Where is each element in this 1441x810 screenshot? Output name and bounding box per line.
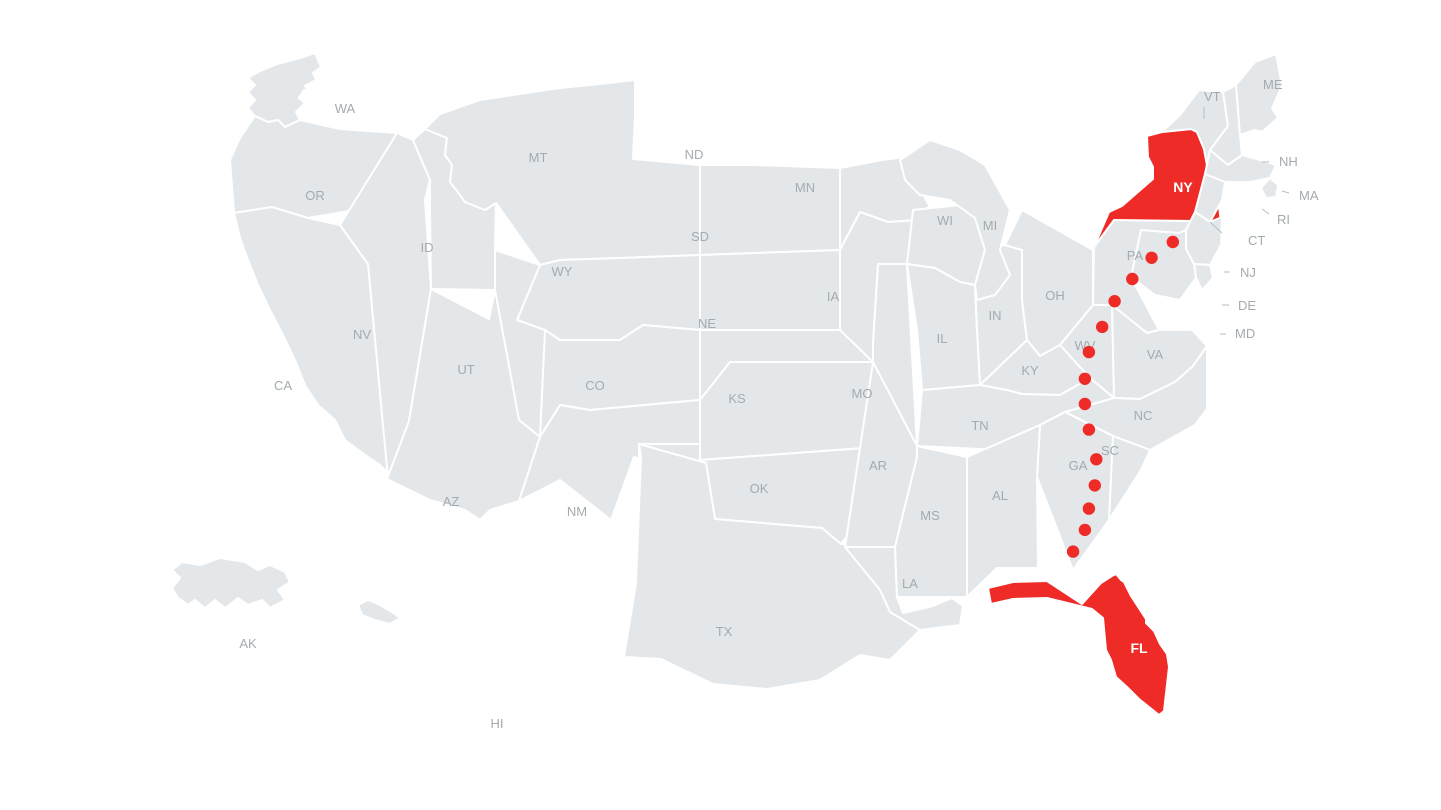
- svg-text:TN: TN: [971, 418, 988, 433]
- svg-text:OK: OK: [750, 481, 769, 496]
- svg-text:KY: KY: [1021, 363, 1039, 378]
- svg-text:AK: AK: [239, 636, 257, 651]
- svg-text:WA: WA: [335, 101, 356, 116]
- svg-text:WY: WY: [552, 264, 573, 279]
- svg-text:UT: UT: [457, 362, 474, 377]
- svg-text:NJ: NJ: [1240, 265, 1256, 280]
- svg-text:HI: HI: [491, 716, 504, 731]
- svg-text:IN: IN: [989, 308, 1002, 323]
- svg-text:VT: VT: [1204, 89, 1221, 104]
- svg-text:IL: IL: [937, 331, 948, 346]
- svg-text:NM: NM: [567, 504, 587, 519]
- svg-text:ND: ND: [685, 147, 704, 162]
- svg-text:DE: DE: [1238, 298, 1256, 313]
- svg-text:AL: AL: [992, 488, 1008, 503]
- svg-text:LA: LA: [902, 576, 918, 591]
- svg-text:KS: KS: [728, 391, 746, 406]
- svg-text:MD: MD: [1235, 326, 1255, 341]
- svg-text:OH: OH: [1045, 288, 1065, 303]
- svg-text:MO: MO: [852, 386, 873, 401]
- svg-text:IA: IA: [827, 289, 840, 304]
- svg-text:SD: SD: [691, 229, 709, 244]
- svg-text:RI: RI: [1277, 212, 1290, 227]
- svg-text:TX: TX: [716, 624, 733, 639]
- svg-text:FL: FL: [1130, 640, 1148, 656]
- svg-text:NC: NC: [1134, 408, 1153, 423]
- svg-text:AZ: AZ: [443, 494, 460, 509]
- svg-text:SC: SC: [1101, 443, 1119, 458]
- svg-text:CA: CA: [274, 378, 292, 393]
- svg-text:MS: MS: [920, 508, 940, 523]
- svg-text:MN: MN: [795, 180, 815, 195]
- svg-text:PA: PA: [1127, 248, 1144, 263]
- svg-text:AR: AR: [869, 458, 887, 473]
- svg-text:NV: NV: [353, 327, 371, 342]
- svg-text:ME: ME: [1263, 77, 1283, 92]
- svg-text:MA: MA: [1299, 188, 1319, 203]
- svg-text:CO: CO: [585, 378, 605, 393]
- svg-text:CT: CT: [1248, 233, 1265, 248]
- svg-text:OR: OR: [305, 188, 325, 203]
- svg-text:MI: MI: [983, 218, 997, 233]
- svg-text:NE: NE: [698, 316, 716, 331]
- svg-text:WI: WI: [937, 213, 953, 228]
- svg-text:GA: GA: [1069, 458, 1088, 473]
- svg-text:ID: ID: [421, 240, 434, 255]
- svg-text:NY: NY: [1173, 179, 1193, 195]
- svg-text:VA: VA: [1147, 347, 1164, 362]
- svg-text:NH: NH: [1279, 154, 1298, 169]
- svg-text:MT: MT: [529, 150, 548, 165]
